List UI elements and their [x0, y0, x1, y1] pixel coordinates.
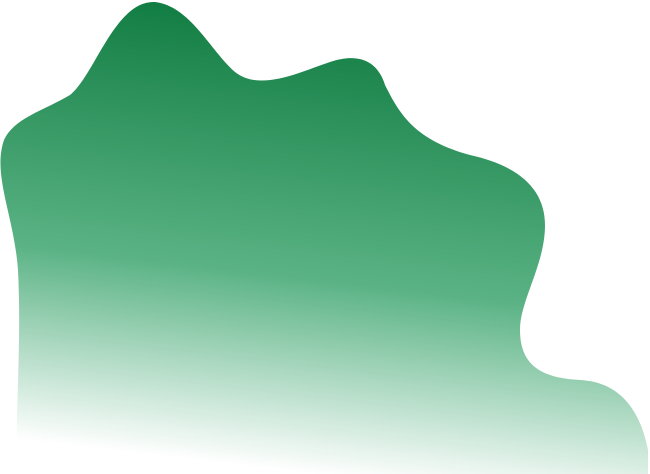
blob-path [0, 1, 649, 474]
green-blob-shape [0, 1, 649, 474]
canvas [0, 1, 649, 474]
